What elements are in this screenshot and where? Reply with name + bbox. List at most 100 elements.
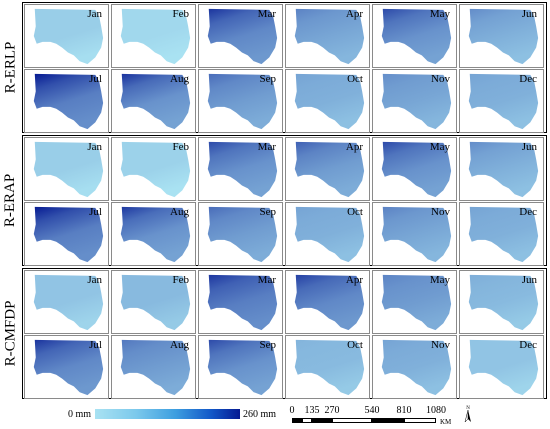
row-label-cmfdp: R-CMFDP	[2, 300, 19, 367]
north-arrow-icon: N	[464, 406, 471, 423]
scale-tick-label: 270	[324, 405, 340, 416]
scale-bar-seg	[302, 418, 312, 423]
month-label: Jul	[89, 73, 102, 85]
month-label: Dec	[519, 206, 537, 218]
scale-bar-seg	[332, 418, 372, 423]
region-shape	[294, 206, 365, 263]
region-shape	[468, 73, 539, 130]
precip-map	[468, 339, 539, 396]
map-panel-jan: Jan	[24, 137, 109, 201]
map-panel-jan: Jan	[24, 4, 109, 68]
map-panel-may: May	[372, 137, 457, 201]
scale-bar-seg	[292, 418, 302, 423]
map-panel-sep: Sep	[198, 69, 283, 133]
map-panel-sep: Sep	[198, 202, 283, 266]
map-panel-sep: Sep	[198, 335, 283, 399]
map-panel-apr: Apr	[285, 270, 370, 334]
map-panel-jul: Jul	[24, 202, 109, 266]
north-label: N	[466, 406, 470, 411]
month-label: Sep	[259, 339, 277, 351]
precip-map	[33, 339, 104, 396]
region-shape	[120, 8, 191, 65]
precip-map	[120, 73, 191, 130]
month-label: May	[429, 141, 450, 153]
map-panel-aug: Aug	[111, 69, 196, 133]
map-panel-may: May	[372, 4, 457, 68]
map-panel-oct: Oct	[285, 69, 370, 133]
precip-map	[468, 8, 539, 65]
map-panel-nov: Nov	[372, 202, 457, 266]
region-shape	[120, 274, 191, 331]
month-label: Apr	[345, 141, 363, 153]
map-panel-feb: Feb	[111, 270, 196, 334]
precip-map	[207, 141, 278, 198]
scale-tick-label: 540	[364, 405, 380, 416]
precip-map	[33, 73, 104, 130]
scale-unit: KM	[440, 418, 452, 426]
region-shape	[468, 274, 539, 331]
map-panel-oct: Oct	[285, 335, 370, 399]
row-label-erlp: R-ERLP	[2, 41, 19, 94]
row-label-erap: R-ERAP	[2, 173, 19, 228]
month-label: Apr	[345, 8, 363, 20]
map-panel-may: May	[372, 270, 457, 334]
region-shape	[33, 141, 104, 198]
precip-map	[120, 274, 191, 331]
month-label: Jul	[89, 339, 102, 351]
scale-tick-label: 135	[304, 405, 320, 416]
map-panel-feb: Feb	[111, 137, 196, 201]
month-label: Sep	[259, 206, 277, 218]
precip-map	[207, 339, 278, 396]
region-shape	[294, 141, 365, 198]
region-shape	[33, 274, 104, 331]
month-label: Feb	[172, 141, 190, 153]
scale-bar-seg	[312, 418, 332, 423]
month-label: Oct	[347, 73, 363, 85]
precip-map	[468, 274, 539, 331]
precip-map	[294, 339, 365, 396]
precip-map	[33, 141, 104, 198]
month-label: Sep	[259, 73, 277, 85]
precip-map	[120, 339, 191, 396]
map-panel-jul: Jul	[24, 69, 109, 133]
month-label: Apr	[345, 274, 363, 286]
month-label: Jan	[87, 274, 102, 286]
region-shape	[120, 206, 191, 263]
map-panel-aug: Aug	[111, 335, 196, 399]
region-shape	[381, 73, 452, 130]
map-panel-nov: Nov	[372, 335, 457, 399]
precip-map	[207, 8, 278, 65]
map-panel-dec: Dec	[459, 202, 544, 266]
precip-map	[120, 141, 191, 198]
map-panel-nov: Nov	[372, 69, 457, 133]
month-label: Aug	[170, 73, 189, 85]
month-label: Jan	[87, 141, 102, 153]
month-label: Nov	[431, 73, 450, 85]
map-panel-apr: Apr	[285, 137, 370, 201]
month-label: May	[429, 8, 450, 20]
region-shape	[381, 274, 452, 331]
map-panel-mar: Mar	[198, 137, 283, 201]
month-label: Dec	[519, 339, 537, 351]
precip-map	[33, 274, 104, 331]
month-label: Jan	[87, 8, 102, 20]
region-shape	[207, 8, 278, 65]
region-shape	[381, 141, 452, 198]
precip-map	[207, 274, 278, 331]
precip-map	[120, 206, 191, 263]
map-panel-dec: Dec	[459, 335, 544, 399]
map-panel-apr: Apr	[285, 4, 370, 68]
precip-map	[381, 206, 452, 263]
map-panel-feb: Feb	[111, 4, 196, 68]
month-label: May	[429, 274, 450, 286]
region-shape	[120, 339, 191, 396]
month-label: Mar	[257, 274, 276, 286]
region-shape	[381, 206, 452, 263]
precip-map	[294, 141, 365, 198]
region-shape	[33, 73, 104, 130]
region-shape	[33, 8, 104, 65]
month-label: Mar	[257, 141, 276, 153]
scale-bar-seg	[372, 418, 404, 423]
scale-bar-seg	[404, 418, 436, 423]
